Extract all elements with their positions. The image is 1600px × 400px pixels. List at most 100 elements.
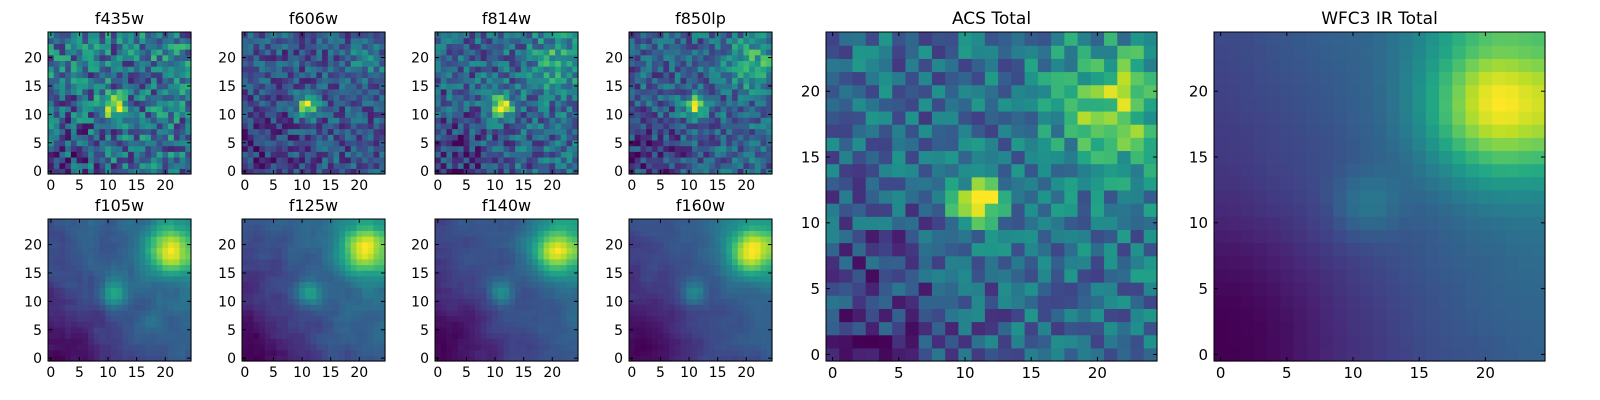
heatmap-cell bbox=[379, 32, 386, 39]
heatmap-cell bbox=[480, 321, 488, 328]
heatmap-cell bbox=[299, 43, 306, 50]
heatmap-cell bbox=[299, 264, 306, 271]
heatmap-cell bbox=[379, 247, 386, 254]
heatmap-cell bbox=[99, 128, 106, 135]
heatmap-cell bbox=[287, 270, 295, 277]
heatmap-cell bbox=[373, 134, 380, 141]
heatmap-cell bbox=[475, 332, 482, 339]
heatmap-cell bbox=[105, 71, 112, 79]
heatmap-cell bbox=[766, 60, 773, 67]
heatmap-cell bbox=[156, 117, 163, 124]
heatmap-cell bbox=[691, 100, 699, 107]
heatmap-cell bbox=[82, 105, 89, 113]
heatmap-cell bbox=[379, 49, 386, 56]
heatmap-cell bbox=[242, 60, 249, 67]
heatmap-cell bbox=[156, 309, 163, 317]
heatmap-cell bbox=[76, 43, 83, 50]
heatmap-cell bbox=[537, 100, 545, 107]
heatmap-cell bbox=[128, 117, 135, 124]
heatmap-cell bbox=[469, 100, 476, 107]
heatmap-cell bbox=[480, 71, 488, 79]
axes-frame bbox=[434, 31, 579, 175]
heatmap-cell bbox=[766, 117, 773, 124]
heatmap-cell bbox=[65, 111, 72, 118]
heatmap-cell bbox=[162, 66, 169, 73]
heatmap-cell bbox=[179, 88, 186, 96]
heatmap-cell bbox=[475, 156, 482, 164]
heatmap-cell bbox=[566, 253, 573, 260]
heatmap-cell bbox=[304, 77, 312, 84]
heatmap-cell bbox=[686, 343, 693, 351]
heatmap-cell bbox=[492, 156, 499, 164]
heatmap-cell bbox=[145, 355, 152, 362]
heatmap-cell bbox=[99, 355, 106, 362]
heatmap-cell bbox=[726, 326, 733, 334]
heatmap-cell bbox=[299, 292, 306, 300]
heatmap-cell bbox=[93, 94, 101, 101]
heatmap-cell bbox=[293, 83, 300, 90]
heatmap-cell bbox=[276, 54, 283, 61]
heatmap-cell bbox=[714, 151, 722, 158]
heatmap-cell bbox=[549, 275, 556, 283]
heatmap-cell bbox=[310, 105, 317, 113]
heatmap-cell bbox=[379, 292, 386, 300]
heatmap-cell bbox=[156, 37, 163, 44]
heatmap-cell bbox=[537, 230, 545, 237]
heatmap-cell bbox=[697, 94, 704, 101]
heatmap-cell bbox=[139, 343, 146, 351]
heatmap-cell bbox=[515, 338, 522, 345]
heatmap-cell bbox=[663, 315, 670, 322]
heatmap-cell bbox=[65, 298, 72, 305]
heatmap-cell bbox=[93, 224, 101, 231]
heatmap-cell bbox=[691, 343, 699, 351]
heatmap-cell bbox=[150, 162, 158, 169]
heatmap-cell bbox=[492, 37, 499, 44]
heatmap-cell bbox=[709, 111, 716, 118]
heatmap-cell bbox=[116, 162, 123, 169]
heatmap-cell bbox=[350, 287, 357, 294]
heatmap-cell bbox=[168, 168, 175, 175]
heatmap-cell bbox=[53, 247, 61, 254]
heatmap-cell bbox=[105, 343, 112, 351]
heatmap-cell bbox=[457, 219, 465, 226]
heatmap-cell bbox=[526, 88, 533, 96]
heatmap-cell bbox=[105, 253, 112, 260]
heatmap-cell bbox=[282, 134, 289, 141]
heatmap-cell bbox=[457, 77, 465, 84]
heatmap-cell bbox=[88, 168, 95, 175]
heatmap-cell bbox=[339, 117, 346, 124]
heatmap-cell bbox=[543, 88, 550, 96]
heatmap-cell bbox=[293, 253, 300, 260]
heatmap-cell bbox=[697, 43, 704, 50]
heatmap-cell bbox=[634, 49, 642, 56]
heatmap-cell bbox=[253, 49, 260, 56]
heatmap-cell bbox=[526, 117, 533, 124]
heatmap-cell bbox=[99, 264, 106, 271]
heatmap-cell bbox=[282, 349, 289, 356]
heatmap-cell bbox=[634, 111, 642, 118]
heatmap-cell bbox=[703, 111, 710, 118]
heatmap-cell bbox=[367, 43, 375, 50]
heatmap-cell bbox=[640, 111, 647, 118]
heatmap-cell bbox=[497, 241, 505, 248]
heatmap-cell bbox=[88, 326, 95, 334]
heatmap-cell bbox=[110, 326, 118, 334]
heatmap-cell bbox=[486, 49, 493, 56]
heatmap-cell bbox=[446, 224, 453, 231]
x-tick-label: 5 bbox=[462, 365, 471, 381]
heatmap-cell bbox=[714, 287, 722, 294]
heatmap-cell bbox=[463, 105, 470, 113]
heatmap-cell bbox=[48, 122, 55, 130]
heatmap-cell bbox=[145, 332, 152, 339]
heatmap-cell bbox=[82, 32, 89, 39]
heatmap-cell bbox=[657, 321, 664, 328]
heatmap-cell bbox=[350, 168, 357, 175]
heatmap-cell bbox=[640, 270, 647, 277]
heatmap-cell bbox=[503, 111, 510, 118]
heatmap-cell bbox=[282, 230, 289, 237]
heatmap-cell bbox=[168, 117, 175, 124]
heatmap-cell bbox=[537, 32, 545, 39]
heatmap-cell bbox=[669, 100, 676, 107]
heatmap-cell bbox=[350, 134, 357, 141]
heatmap-cell bbox=[469, 128, 476, 135]
